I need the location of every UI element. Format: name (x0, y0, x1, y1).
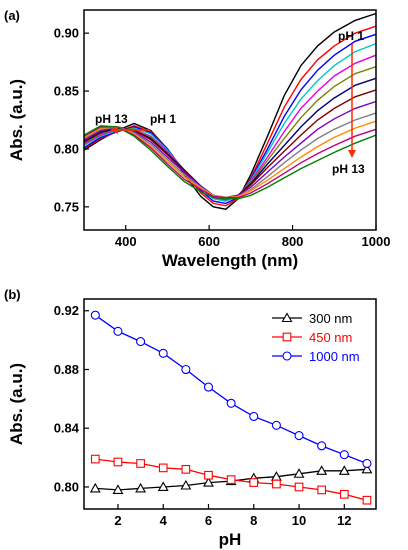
data-point (158, 463, 168, 473)
data-point (158, 348, 168, 358)
x-tick-label: 800 (282, 234, 304, 249)
data-point (338, 465, 350, 475)
data-point (112, 484, 124, 494)
spectrum-line (83, 100, 377, 199)
y-tick-label: 0.75 (54, 199, 79, 214)
data-point (282, 351, 292, 361)
data-point (362, 458, 372, 469)
data-point (203, 382, 214, 392)
data-point (203, 476, 214, 487)
y-tick-label: 0.85 (54, 84, 79, 99)
x-tick-label: 8 (250, 513, 257, 528)
x-tick-label: 10 (292, 513, 306, 528)
x-tick-label: 4 (160, 513, 168, 528)
y-tick-label: 0.88 (54, 362, 79, 377)
panel-b-series (89, 310, 373, 505)
annotation-ph1-left: pH 1 (150, 112, 176, 126)
data-point (293, 468, 305, 478)
spectrum-line (83, 33, 377, 205)
x-tick-label: 12 (337, 513, 351, 528)
panel-a-frame (83, 9, 377, 231)
horizontal-arrow-head (110, 126, 118, 134)
data-point (157, 481, 169, 492)
spectrum-line (83, 25, 377, 207)
y-tick-label: 0.84 (54, 421, 80, 436)
spectrum-line (83, 42, 377, 202)
panel-a-annotations: pH 1 pH 13 pH 1 pH 13 (95, 29, 365, 176)
x-tick-label: 1000 (362, 234, 391, 249)
annotation-ph13-right: pH 13 (332, 162, 365, 176)
data-point (180, 479, 192, 490)
data-point (181, 364, 191, 375)
data-point (361, 463, 373, 474)
data-point (294, 482, 304, 492)
panel-a-y-axis-label: Abs. (a.u.) (7, 79, 26, 161)
data-point (281, 312, 293, 323)
data-point (90, 310, 100, 320)
data-point (272, 479, 281, 489)
data-point (226, 475, 236, 484)
panel-a-lines (83, 12, 377, 210)
x-tick-label: 2 (114, 513, 121, 528)
data-point (317, 441, 327, 451)
annotation-ph1-right: pH 1 (338, 29, 364, 43)
vertical-arrow-head (348, 150, 356, 158)
panel-b-ticks: 2 4 6 8 10 12 0.80 0.84 0.88 0.92 (54, 303, 352, 528)
data-point (136, 337, 146, 347)
spectrum-line (83, 126, 377, 199)
data-point (294, 431, 304, 441)
panel-b-frame (83, 298, 377, 510)
data-point (113, 457, 123, 467)
data-point (282, 332, 292, 342)
y-tick-label: 0.80 (54, 479, 79, 494)
data-point (204, 470, 213, 480)
panel-a-x-axis-label: Wavelength (nm) (162, 251, 298, 270)
panel-b-x-axis-label: pH (219, 530, 242, 549)
data-point (339, 450, 349, 460)
y-tick-label: 0.92 (54, 303, 79, 318)
spectrum-line (83, 89, 377, 199)
x-tick-label: 600 (198, 234, 220, 249)
annotation-ph13-left: pH 13 (95, 112, 128, 126)
panel-b-y-axis-label: Abs. (a.u.) (7, 363, 26, 445)
x-tick-label: 400 (115, 234, 137, 249)
data-point (181, 464, 191, 474)
data-point (136, 459, 145, 468)
legend-label: 450 nm (309, 330, 352, 345)
panel-b-label: (b) (4, 287, 21, 302)
legend-label: 1000 nm (309, 349, 360, 364)
data-point (135, 482, 147, 493)
spectrum-line (83, 12, 377, 210)
y-tick-label: 0.90 (54, 26, 79, 41)
panel-a-chart: 400 600 800 1000 0.75 0.80 0.85 0.90 Wavelength… (7, 9, 391, 270)
panel-a-label: (a) (4, 8, 20, 23)
data-point (316, 465, 328, 475)
x-tick-label: 6 (205, 513, 212, 528)
data-point (339, 489, 349, 499)
data-point (271, 420, 281, 430)
data-point (362, 495, 372, 505)
data-point (249, 411, 259, 422)
data-point (249, 478, 259, 487)
data-point (226, 398, 236, 408)
data-point (113, 326, 123, 336)
panel-b-legend: 300 nm 450 nm 1000 nm (272, 311, 360, 364)
data-point (89, 482, 101, 493)
panel-b-chart: 2 4 6 8 10 120.800.840.880.92 pH Abs. (a.u.) … (7, 298, 377, 549)
data-point (317, 485, 327, 495)
panel-a-ticks: 400 600 800 1000 0.75 0.80 0.85 0.90 (54, 26, 391, 249)
spectrum-line (83, 125, 377, 200)
y-tick-label: 0.80 (54, 141, 79, 156)
data-point (90, 454, 100, 464)
legend-label: 300 nm (309, 311, 352, 326)
